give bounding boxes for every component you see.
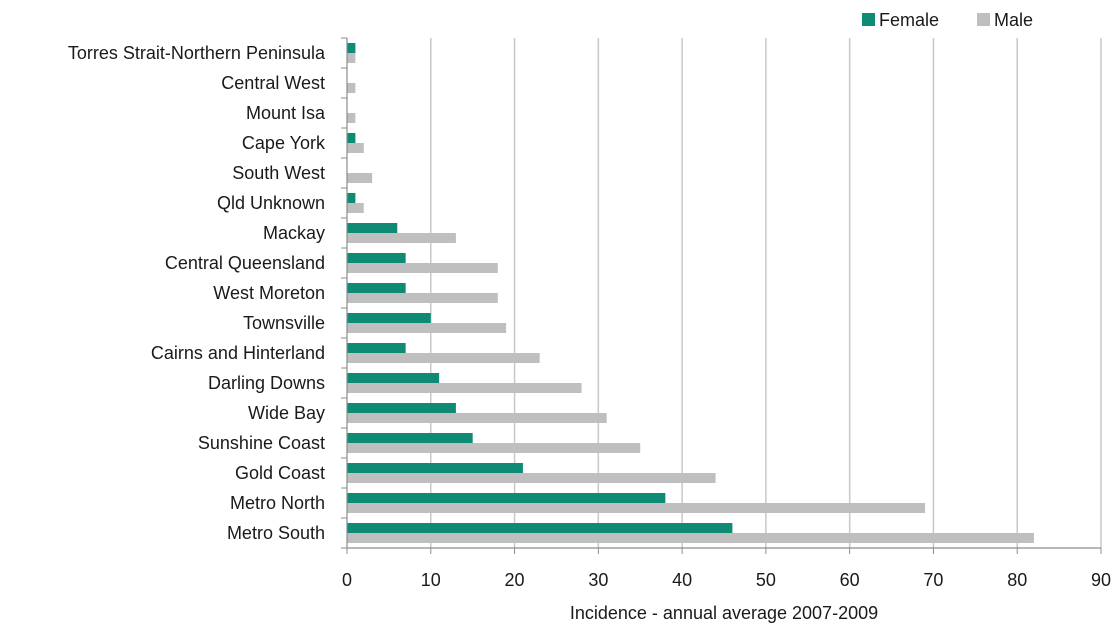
category-label: Mackay (263, 223, 325, 243)
bar-male (347, 533, 1034, 543)
x-tick-label: 60 (840, 570, 860, 590)
x-tick-label: 40 (672, 570, 692, 590)
category-label: Central West (221, 73, 325, 93)
bar-male (347, 353, 540, 363)
bar-male (347, 293, 498, 303)
bar-female (347, 193, 356, 203)
category-label: Cairns and Hinterland (151, 343, 325, 363)
bar-male (347, 443, 641, 453)
bar-male (347, 203, 364, 213)
bar-female (347, 43, 356, 53)
category-label: Mount Isa (246, 103, 326, 123)
x-tick-label: 20 (505, 570, 525, 590)
bar-male (347, 323, 507, 333)
bar-male (347, 53, 356, 63)
x-tick-label: 30 (588, 570, 608, 590)
category-label: Metro South (227, 523, 325, 543)
bar-female (347, 373, 440, 383)
category-label: Cape York (242, 133, 326, 153)
bar-male (347, 233, 456, 243)
bar-female (347, 343, 406, 353)
bar-female (347, 253, 406, 263)
category-label: Sunshine Coast (198, 433, 325, 453)
bar-female (347, 433, 473, 443)
bar-male (347, 83, 356, 93)
legend-label: Female (879, 10, 939, 30)
x-tick-label: 50 (756, 570, 776, 590)
legend-label: Male (994, 10, 1033, 30)
bar-male (347, 263, 498, 273)
category-label: Wide Bay (248, 403, 325, 423)
x-tick-label: 0 (342, 570, 352, 590)
category-label: Torres Strait-Northern Peninsula (68, 43, 326, 63)
legend-swatch (977, 13, 990, 26)
bar-male (347, 503, 926, 513)
bar-female (347, 283, 406, 293)
bar-female (347, 313, 431, 323)
x-tick-label: 10 (421, 570, 441, 590)
bar-female (347, 223, 398, 233)
bar-male (347, 413, 607, 423)
bar-female (347, 463, 523, 473)
x-tick-labels: 0 10 20 30 40 50 60 70 80 90 (342, 570, 1111, 590)
bar-female (347, 493, 666, 503)
x-tick-label: 70 (923, 570, 943, 590)
bar-female (347, 523, 733, 533)
gridlines (430, 38, 1102, 548)
category-label: Qld Unknown (217, 193, 325, 213)
bar-male (347, 173, 373, 183)
bar-male (347, 143, 364, 153)
x-tick-label: 90 (1091, 570, 1111, 590)
category-label: Darling Downs (208, 373, 325, 393)
bar-female (347, 133, 356, 143)
category-label: Central Queensland (165, 253, 325, 273)
legend: Female Male (862, 10, 1033, 30)
bar-male (347, 383, 582, 393)
x-axis-title: Incidence - annual average 2007-2009 (570, 603, 878, 623)
category-label: Gold Coast (235, 463, 325, 483)
bars (347, 43, 1034, 543)
bar-male (347, 473, 716, 483)
legend-swatch (862, 13, 875, 26)
category-labels: Torres Strait-Northern Peninsula Central … (68, 43, 326, 543)
category-label: Metro North (230, 493, 325, 513)
bar-male (347, 113, 356, 123)
category-label: West Moreton (213, 283, 325, 303)
x-tick-label: 80 (1007, 570, 1027, 590)
axes (341, 37, 1102, 554)
category-label: South West (232, 163, 325, 183)
category-label: Townsville (243, 313, 325, 333)
bar-female (347, 403, 456, 413)
